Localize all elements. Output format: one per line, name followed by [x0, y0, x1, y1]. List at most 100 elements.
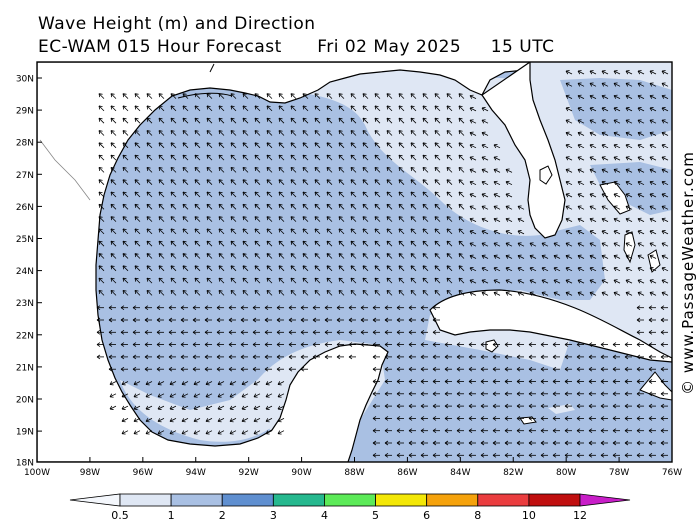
wave-arrow-head — [254, 216, 259, 221]
wave-arrow-head — [410, 105, 415, 110]
wave-arrow — [601, 169, 609, 173]
wave-arrow — [601, 193, 609, 198]
wave-arrow — [589, 255, 597, 259]
wave-arrow-head — [134, 130, 139, 135]
wave-arrow-head — [636, 305, 641, 311]
wave-arrow-head — [505, 291, 510, 296]
wave-arrow-head — [218, 216, 223, 221]
wave-arrow-head — [432, 452, 437, 458]
wave-arrow — [481, 279, 489, 284]
wave-arrow-head — [624, 391, 629, 397]
wave-arrow — [350, 216, 357, 222]
wave-arrow — [589, 205, 597, 210]
wave-arrow — [338, 105, 345, 112]
wave-arrow — [410, 130, 417, 136]
wave-arrow-head — [372, 452, 377, 458]
wave-arrow-head — [326, 240, 331, 245]
wave-arrow-head — [206, 240, 211, 245]
wave-arrow — [181, 418, 189, 422]
wave-arrow — [481, 156, 489, 161]
wave-arrow-head — [98, 154, 103, 159]
wave-arrow-head — [338, 191, 343, 196]
wave-arrow — [266, 117, 273, 124]
wave-arrow-head — [206, 130, 211, 135]
wave-arrow-head — [456, 440, 461, 446]
wave-arrow-head — [230, 290, 235, 295]
wave-arrow — [362, 240, 369, 247]
wave-arrow-head — [350, 179, 355, 184]
wave-arrow — [254, 191, 261, 198]
wave-arrow-head — [338, 203, 343, 208]
wave-arrow-head — [158, 117, 163, 122]
wave-arrow-head — [504, 416, 509, 421]
wave-arrow — [170, 154, 177, 161]
wave-arrow-head — [158, 240, 163, 245]
wave-arrow-head — [192, 317, 197, 323]
legend-label: 0.5 — [111, 509, 129, 522]
wave-arrow-head — [589, 168, 594, 173]
wave-arrow-head — [613, 131, 618, 136]
wave-arrow — [194, 277, 201, 284]
lat-label: 23N — [16, 299, 34, 309]
wave-arrow — [278, 130, 285, 136]
wave-arrow-head — [146, 142, 151, 147]
wave-arrow-head — [277, 405, 282, 410]
wave-arrow — [493, 292, 501, 296]
wave-arrow — [122, 191, 129, 198]
wave-arrow — [290, 277, 297, 284]
wave-arrow — [565, 255, 573, 259]
wave-arrow-head — [613, 266, 618, 272]
wave-arrow-head — [625, 193, 630, 198]
wave-arrow-head — [110, 179, 115, 184]
wave-arrow — [290, 290, 297, 296]
wave-arrow — [145, 393, 153, 398]
wave-arrow-head — [109, 405, 114, 410]
wave-arrow-head — [624, 342, 629, 347]
wave-arrow — [517, 292, 525, 296]
wave-arrow-head — [625, 254, 630, 259]
wave-arrow-head — [469, 266, 474, 272]
lon-label: 84W — [450, 468, 470, 478]
lat-label: 22N — [16, 331, 34, 341]
wave-arrow — [446, 253, 453, 259]
wave-arrow-head — [408, 440, 413, 446]
wave-arrow — [230, 204, 237, 210]
wave-arrow-head — [493, 254, 498, 259]
wave-arrow — [254, 142, 261, 149]
wave-arrow-head — [230, 228, 235, 233]
wave-arrow — [277, 430, 285, 435]
wave-arrow — [253, 418, 261, 422]
wave-arrow-head — [288, 354, 293, 360]
wave-arrow — [458, 277, 465, 284]
wave-arrow-head — [420, 440, 425, 446]
wave-arrow — [493, 193, 501, 198]
wave-arrow-head — [458, 265, 463, 270]
wave-arrow-head — [144, 317, 149, 323]
wave-arrow — [278, 228, 285, 235]
wave-arrow — [170, 277, 177, 284]
wave-arrow-head — [552, 354, 557, 360]
wave-arrow — [589, 156, 597, 161]
wave-arrow-head — [216, 329, 221, 335]
wave-arrow — [577, 193, 585, 198]
wave-arrow — [242, 216, 249, 222]
wave-arrow — [374, 216, 381, 222]
wave-arrow — [194, 142, 201, 149]
wave-arrow — [362, 216, 369, 222]
wave-arrow-head — [492, 452, 497, 458]
wave-arrow-head — [434, 154, 439, 159]
wave-arrow-head — [398, 228, 403, 233]
wave-arrow — [374, 93, 381, 99]
wave-arrow-head — [253, 430, 258, 435]
wave-arrow-head — [384, 403, 389, 409]
wave-arrow-head — [350, 142, 355, 147]
wave-arrow-head — [372, 317, 377, 323]
wave-arrow-head — [446, 154, 451, 159]
wave-arrow — [446, 179, 453, 185]
wave-arrow — [253, 393, 261, 398]
wave-arrow-head — [98, 216, 103, 221]
wave-arrow-head — [384, 342, 389, 347]
wave-arrow-head — [589, 266, 594, 272]
wave-arrow-head — [540, 403, 545, 409]
wave-arrow-head — [408, 428, 413, 434]
